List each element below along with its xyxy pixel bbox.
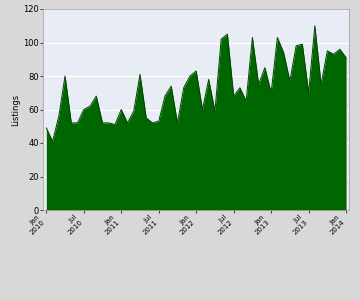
Y-axis label: Listings: Listings (12, 93, 21, 126)
